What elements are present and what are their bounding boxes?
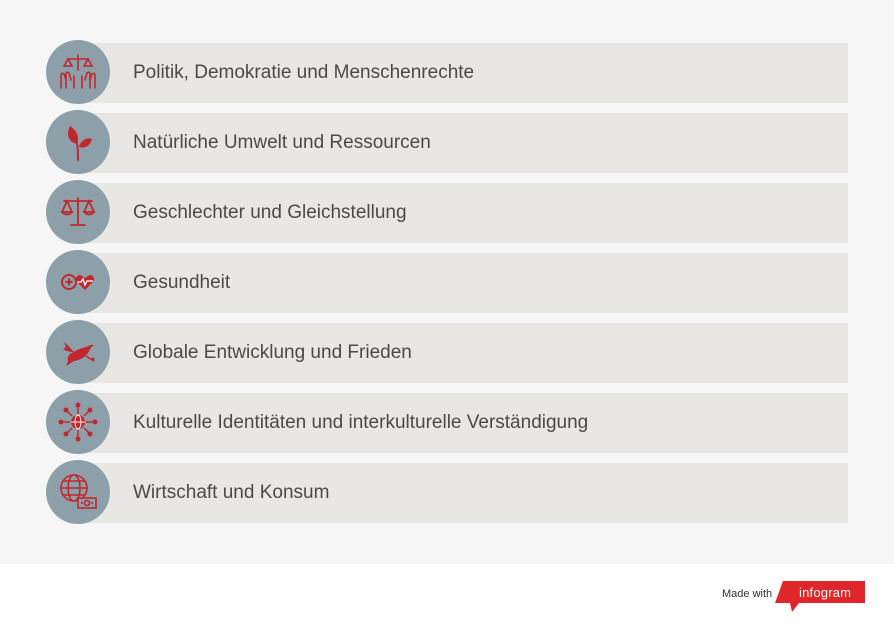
globe-network-icon (46, 390, 110, 454)
infogram-badge-shape (775, 581, 865, 612)
topic-label: Wirtschaft und Konsum (133, 482, 330, 503)
topic-bar (76, 393, 848, 453)
infogram-logo[interactable]: infogram (775, 581, 865, 614)
justice-hands-icon (46, 40, 110, 104)
topic-bar (76, 43, 848, 103)
topic-bar (76, 183, 848, 243)
footer: Made with infogram (0, 564, 894, 624)
topic-label: Kulturelle Identitäten und interkulturel… (133, 412, 589, 433)
health-heart-icon (46, 250, 110, 314)
topic-row-health: Gesundheit (46, 250, 848, 314)
topic-label: Geschlechter und Gleichstellung (133, 202, 407, 223)
topic-row-gender: Geschlechter und Gleichstellung (46, 180, 848, 244)
made-with-text: Made with (722, 588, 773, 600)
balance-scale-icon (46, 180, 110, 244)
peace-dove-icon (46, 320, 110, 384)
topic-bar (76, 463, 848, 523)
topic-bar (76, 253, 848, 313)
infogram-brand-label: infogram (799, 585, 852, 600)
topic-row-politics: Politik, Demokratie und Menschenrechte (46, 40, 848, 104)
topic-label: Politik, Demokratie und Menschenrechte (133, 62, 475, 83)
topic-row-peace: Globale Entwicklung und Frieden (46, 320, 848, 384)
topic-list: Politik, Demokratie und Menschenrechte N… (46, 40, 848, 530)
topic-row-economy: Wirtschaft und Konsum (46, 460, 848, 524)
topic-row-culture: Kulturelle Identitäten und interkulturel… (46, 390, 848, 454)
topic-label: Natürliche Umwelt und Ressourcen (133, 132, 431, 153)
globe-money-icon (46, 460, 110, 524)
topic-label: Globale Entwicklung und Frieden (133, 342, 412, 363)
topic-bar (76, 323, 848, 383)
plant-leaf-icon (46, 110, 110, 174)
infographic-canvas: Politik, Demokratie und Menschenrechte N… (46, 40, 848, 530)
topic-row-environment: Natürliche Umwelt und Ressourcen (46, 110, 848, 174)
topic-label: Gesundheit (133, 272, 231, 293)
topic-bar (76, 113, 848, 173)
